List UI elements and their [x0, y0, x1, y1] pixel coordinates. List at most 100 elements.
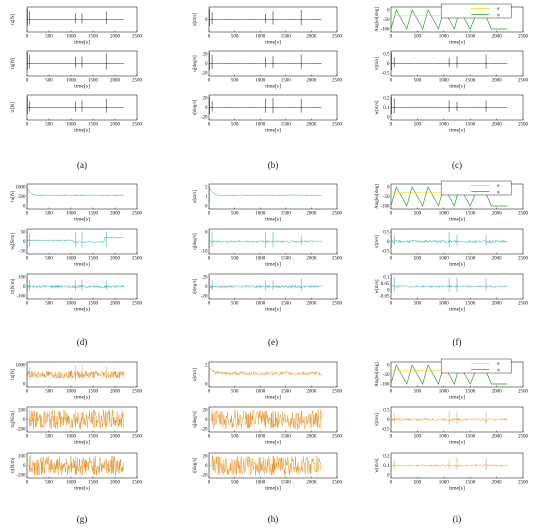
x-tick-label: 1500: [88, 35, 99, 40]
x-axis-label: time[s]: [265, 440, 281, 446]
x-tick-label: 1000: [66, 35, 77, 40]
y-tick-label: 0: [387, 288, 390, 293]
x-tick-label: 1000: [66, 481, 77, 486]
panel-d: 0 500 1000 1500 2000 250010005000τu[N]time[s]…: [11, 183, 143, 347]
x-tick-label: 2000: [110, 212, 121, 217]
y-tick-label: -200: [16, 474, 26, 479]
subplot-b-2: 0 500 1000 1500 2000 2500200-20q[deg/s]time[s…: [193, 50, 343, 90]
y-tick-label: 0: [387, 418, 390, 423]
legend-label-theta: θ: [497, 361, 500, 366]
y-tick-label: 1: [205, 195, 208, 200]
series-line: [27, 409, 125, 430]
subplot-f-2: 0 500 1000 1500 2000 25000.50-0.5v[m/s]time[s…: [375, 228, 529, 268]
x-tick-label: 1500: [281, 123, 292, 128]
y-tick-label: 0: [205, 383, 208, 388]
y-tick-label: 100: [18, 276, 26, 281]
x-axis-label: time[s]: [265, 128, 281, 134]
y-tick-label: 20: [203, 53, 209, 58]
legend: θψ: [440, 358, 512, 374]
x-tick-label: 2500: [518, 212, 529, 217]
y-tick-label: 0.1: [383, 106, 390, 111]
y-tick-label: -100: [380, 28, 390, 33]
x-tick-label: 2500: [132, 123, 143, 128]
x-axis-label: time[s]: [265, 486, 281, 492]
x-tick-label: 2000: [306, 257, 317, 262]
y-tick-label: -20: [201, 474, 208, 479]
x-tick-label: 0: [390, 435, 393, 440]
y-tick-label: 0: [205, 18, 208, 23]
x-tick-label: 2500: [332, 212, 343, 217]
x-tick-label: 2000: [492, 302, 503, 307]
y-axis-label: Angles[deg]: [375, 184, 380, 209]
x-tick-label: 1500: [88, 435, 99, 440]
x-axis-label: time[s]: [449, 486, 465, 492]
y-tick-label: -20: [201, 295, 208, 300]
y-axis-label: q[deg/s]: [193, 411, 198, 428]
y-axis-label: τr[N]: [11, 102, 16, 113]
y-tick-label: 0: [387, 474, 390, 479]
x-axis-label: time[s]: [449, 262, 465, 268]
x-tick-label: 500: [231, 481, 239, 486]
x-tick-label: 500: [231, 79, 239, 84]
y-tick-label: 1000: [16, 364, 27, 369]
y-axis-label: r[deg/s]: [193, 278, 198, 294]
x-tick-label: 1500: [465, 435, 476, 440]
x-tick-label: 2000: [110, 79, 121, 84]
y-tick-label: -100: [380, 205, 390, 210]
y-axis-label: w[m/s]: [375, 279, 380, 294]
x-tick-label: 2000: [492, 35, 503, 40]
x-tick-label: 1500: [88, 123, 99, 128]
x-tick-label: 1000: [66, 435, 77, 440]
x-tick-label: 1500: [465, 79, 476, 84]
x-tick-label: 2500: [132, 481, 143, 486]
x-tick-label: 1500: [465, 390, 476, 395]
x-tick-label: 2500: [132, 35, 143, 40]
y-tick-label: 0.2: [383, 97, 390, 102]
y-axis-label: Angles[deg]: [375, 362, 380, 387]
y-tick-label: -20: [201, 72, 208, 77]
subplot-c-3: 0 500 1000 1500 2000 2500 0.2 0.1 0 w[m/s] time[s]: [375, 94, 529, 134]
x-axis-label: time[s]: [74, 40, 90, 46]
x-tick-label: 500: [231, 123, 239, 128]
x-tick-label: 2500: [132, 212, 143, 217]
x-tick-label: 2500: [132, 390, 143, 395]
x-tick-label: 1500: [88, 302, 99, 307]
x-tick-label: 500: [414, 123, 422, 128]
y-tick-label: -200: [16, 428, 26, 433]
series-line: [26, 186, 124, 197]
x-axis-label: time[s]: [449, 84, 465, 90]
series-line: [27, 455, 125, 476]
subplot-f-3: 0 500 1000 1500 2000 25000.10.050-0.05w[m/s]t…: [375, 273, 529, 313]
x-axis-label: time[s]: [74, 128, 90, 134]
x-tick-label: 2000: [306, 302, 317, 307]
x-tick-label: 0: [208, 257, 211, 262]
y-axis-label: r[deg/s]: [193, 99, 198, 115]
x-tick-label: 1500: [281, 302, 292, 307]
x-tick-label: 1000: [66, 302, 77, 307]
x-tick-label: 500: [414, 302, 422, 307]
subplot-d-3: 0 500 1000 1500 2000 25001000-100τr[N/m]time[…: [11, 273, 143, 313]
y-tick-label: 0: [205, 106, 208, 111]
x-tick-label: 2500: [132, 257, 143, 262]
x-tick-label: 500: [231, 212, 239, 217]
x-tick-label: 0: [26, 435, 29, 440]
x-tick-label: 2000: [492, 481, 503, 486]
x-tick-label: 500: [231, 390, 239, 395]
x-tick-label: 2000: [306, 435, 317, 440]
panel-caption: (a): [77, 160, 87, 170]
y-tick-label: 0: [387, 186, 390, 191]
y-tick-label: 0: [23, 464, 26, 469]
x-tick-label: 2000: [306, 212, 317, 217]
y-tick-label: 50: [21, 231, 27, 236]
x-tick-label: 500: [231, 35, 239, 40]
x-tick-label: 1500: [88, 481, 99, 486]
y-tick-label: -50: [383, 18, 390, 23]
panel-caption: (e): [268, 337, 278, 347]
subplot-h-3: 0 500 1000 1500 2000 2500200-20r[deg/s]time[s…: [193, 452, 343, 492]
x-tick-label: 2000: [110, 35, 121, 40]
